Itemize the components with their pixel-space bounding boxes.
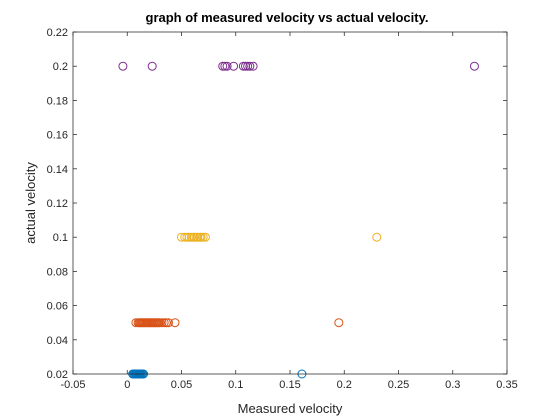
y-axis-ticks: 0.02 0.04 0.06 0.08 0.1 0.12 0.14 0.16 0.18 0.2 0.… (47, 27, 507, 381)
x-tick-label: 0 (124, 379, 130, 391)
data-point (159, 318, 169, 328)
y-tick-label: 0.1 (53, 232, 68, 244)
data-point (243, 61, 253, 71)
data-point (222, 61, 232, 71)
data-point (186, 232, 196, 242)
data-point (198, 232, 208, 242)
data-point (196, 232, 206, 242)
data-point (220, 61, 230, 71)
y-tick-label: 0.22 (47, 27, 68, 39)
plot-background (73, 32, 507, 374)
y-tick-label: 0.2 (53, 61, 68, 73)
data-point (180, 232, 190, 242)
data-point (170, 318, 180, 328)
data-point (229, 61, 239, 71)
y-axis-label: actual velocity (23, 162, 38, 244)
y-tick-label: 0.16 (47, 130, 68, 142)
y-tick-label: 0.14 (47, 164, 68, 176)
data-point (334, 318, 344, 328)
x-tick-label: 0.3 (445, 379, 460, 391)
data-point (469, 61, 479, 71)
x-tick-label: 0.1 (228, 379, 243, 391)
data-point (163, 318, 173, 328)
x-tick-label: 0.35 (496, 379, 517, 391)
x-tick-label: -0.05 (60, 379, 85, 391)
data-point (218, 61, 228, 71)
x-tick-label: 0.25 (388, 379, 409, 391)
y-tick-label: 0.02 (47, 369, 68, 381)
data-point (245, 61, 255, 71)
data-point (248, 61, 258, 71)
y-tick-label: 0.04 (47, 335, 68, 347)
data-point (200, 232, 210, 242)
data-point (161, 318, 171, 328)
y-tick-label: 0.06 (47, 301, 68, 313)
data-point (238, 61, 248, 71)
data-point (372, 232, 382, 242)
x-tick-label: 0.05 (171, 379, 192, 391)
data-point (190, 232, 200, 242)
data-point (157, 318, 167, 328)
y-tick-label: 0.08 (47, 266, 68, 278)
x-tick-label: 0.15 (279, 379, 300, 391)
x-axis-label: Measured velocity (238, 401, 343, 416)
data-point (147, 61, 157, 71)
y-tick-label: 0.18 (47, 95, 68, 107)
x-axis-ticks: -0.05 0 0.05 0.1 0.15 0.2 0.25 0.3 0.35 (60, 32, 518, 391)
data-point (155, 318, 165, 328)
chart-title: graph of measured velocity vs actual vel… (146, 10, 429, 25)
x-tick-label: 0.2 (337, 379, 352, 391)
data-point (118, 61, 128, 71)
plot-area (73, 32, 507, 374)
y-tick-label: 0.12 (47, 198, 68, 210)
